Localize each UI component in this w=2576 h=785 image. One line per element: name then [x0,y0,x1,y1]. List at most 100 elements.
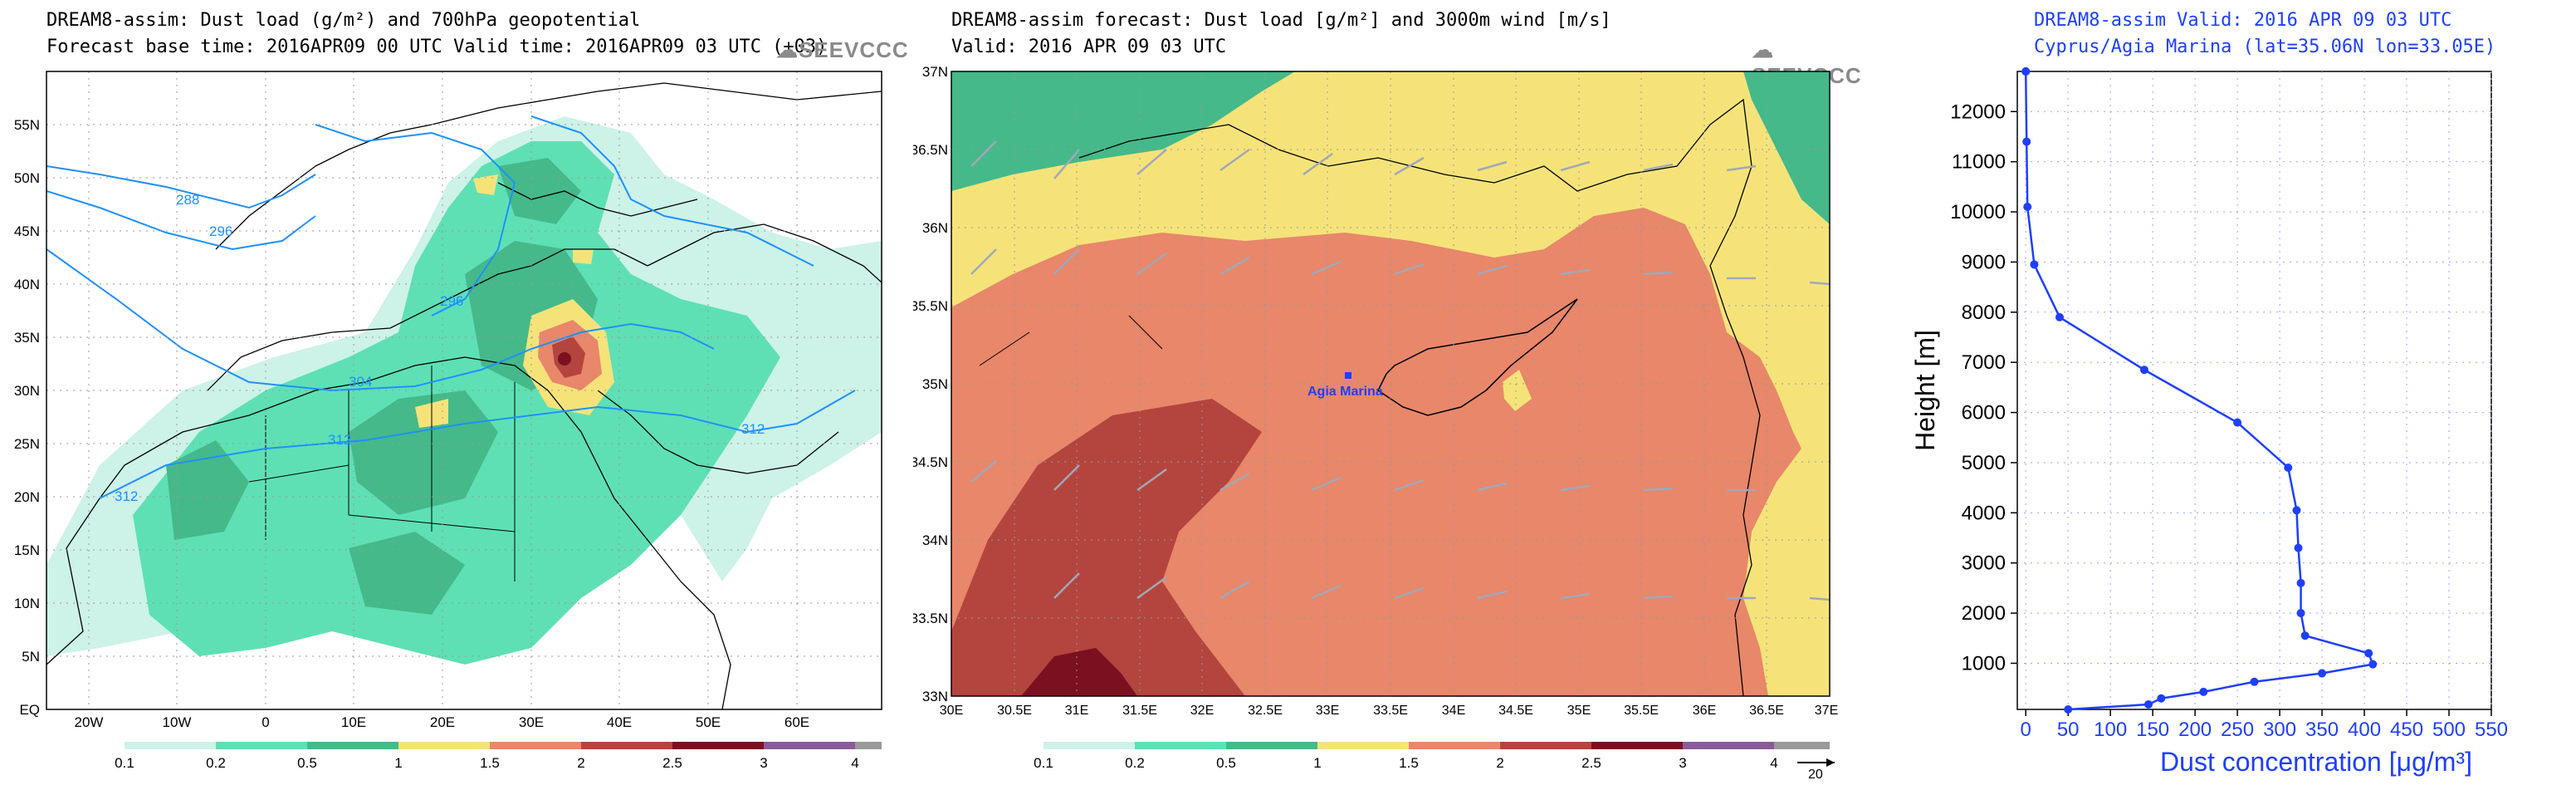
lat-label: 15N [14,542,40,558]
lon-label: 30.5E [997,704,1032,718]
colorbar-label: 4 [851,755,858,771]
lat-label: 35N [922,376,948,392]
x-tick-label: 50 [2057,719,2080,741]
colorbar-panel2 [1044,742,1830,749]
lon-label: 0 [262,714,269,730]
station-marker [1345,372,1352,379]
lon-label: 31.5E [1122,704,1157,718]
lon-label: 34.5E [1498,704,1533,718]
lat-label: 36.5N [913,142,948,158]
colorbar-label: 2 [1496,755,1503,771]
y-axis-label: Height [m] [1910,330,1940,451]
contour-label: 288 [176,192,199,208]
data-point [2250,677,2259,686]
x-tick-label: 250 [2221,719,2254,741]
colorbar-label: 0.5 [297,755,317,771]
lon-label: 32E [1190,704,1214,718]
data-point [2300,631,2310,640]
colorbar-panel1 [125,742,882,749]
data-point [2055,312,2064,321]
colorbar-label: 0.5 [1216,755,1236,771]
colorbar-label: 3 [760,755,767,771]
data-point [2294,543,2303,552]
lon-label: 10W [163,714,192,730]
colorbar-label: 1.5 [480,755,500,771]
panel2-subtitle: Valid: 2016 APR 09 03 UTC [951,37,1227,57]
contour-label: 304 [349,374,372,390]
wind-arrows [970,140,1830,601]
x-axis-label: Dust concentration [μg/m³] [2160,747,2472,777]
data-point [2292,506,2301,515]
lat-label: 34.5N [913,454,948,470]
lat-label: 50N [14,170,40,186]
colorbar-label: 1 [1313,755,1321,771]
y-tick-label: 1000 [1962,652,2006,675]
data-point [2199,687,2208,696]
contour-label: 312 [741,421,765,437]
colorbar-label: 0.1 [115,755,134,771]
lat-label: 33.5N [913,611,948,626]
station-label: Agia Marina [1308,385,1383,399]
lon-label: 20E [430,714,455,730]
wind-reference-arrow [1797,758,1835,767]
lat-label: 45N [14,223,40,239]
x-tick-label: 0 [2021,719,2031,741]
colorbar-label: 3 [1679,755,1686,771]
regional-map-svg: 288 296 296 304 312 312 312 55N 50N 45N … [14,71,882,771]
colorbar-label: 2 [577,755,584,771]
x-tick-label: 100 [2094,719,2127,741]
y-tick-label: 4000 [1962,502,2006,524]
lon-label: 32.5E [1248,704,1283,718]
data-point [2296,609,2305,618]
lat-label: 20N [14,489,40,505]
lat-label: 35.5N [913,298,948,314]
colorbar-label: 2.5 [662,755,682,771]
colorbar-label: 4 [1770,755,1777,771]
lon-label: 30E [940,704,963,718]
panel-regional-map: DREAM8-assim: Dust load (g/m²) and 700hP… [0,0,913,785]
lon-label: 10E [341,714,366,730]
cyprus-map-svg: Agia Marina 37N 36.5N 36N 35.5N 35N 34.5… [913,64,1838,782]
cloud-icon: ☁ [776,37,799,62]
lon-label: 50E [696,714,721,730]
y-tick-label: 9000 [1962,251,2006,273]
contour-label: 312 [115,488,138,504]
lat-label: EQ [19,702,40,718]
data-point [2364,649,2373,658]
wind-reference-label: 20 [1808,768,1823,782]
chart-subtitle: Cyprus/Agia Marina (lat=35.06N lon=33.05… [2034,37,2496,57]
cloud-icon: ☁ [1752,37,1774,62]
panel1-subtitle: Forecast base time: 2016APR09 00 UTC Val… [46,37,828,57]
y-tick-label: 3000 [1962,552,2006,575]
panel-cyprus-map: DREAM8-assim forecast: Dust load [g/m²] … [913,0,1868,785]
lat-label: 5N [22,649,40,665]
colorbar-label: 0.1 [1034,755,1053,771]
lat-label: 25N [14,436,40,452]
lat-label: 37N [922,64,948,80]
lon-label: 33.5E [1373,704,1408,718]
lat-label: 35N [14,330,40,346]
lat-label: 40N [14,277,40,292]
data-point [2368,660,2378,669]
lat-label: 10N [14,596,40,611]
panel2-title: DREAM8-assim forecast: Dust load [g/m²] … [951,10,1611,31]
lon-label: 33E [1316,704,1339,718]
y-tick-label: 7000 [1962,351,2006,374]
lat-label: 34N [922,532,948,548]
chart-title: DREAM8-assim Valid: 2016 APR 09 03 UTC [2034,10,2452,31]
colorbar-label: 0.2 [206,755,226,771]
x-tick-label: 300 [2263,719,2296,741]
y-tick-label: 2000 [1962,602,2006,625]
lat-label: 36N [922,220,948,236]
data-point [2296,578,2305,587]
data-point [2064,705,2073,714]
y-tick-label: 11000 [1952,151,2006,174]
lon-label: 37E [1815,704,1838,718]
lon-label: 31E [1065,704,1088,718]
x-tick-label: 500 [2432,719,2466,741]
y-tick-label: 5000 [1962,452,2006,474]
panel-vertical-profile: DREAM8-assim Valid: 2016 APR 09 03 UTC C… [1868,0,2576,785]
lon-label: 36.5E [1749,704,1784,718]
colorbar-label: 0.2 [1125,755,1145,771]
panel1-title: DREAM8-assim: Dust load (g/m²) and 700hP… [46,10,641,31]
